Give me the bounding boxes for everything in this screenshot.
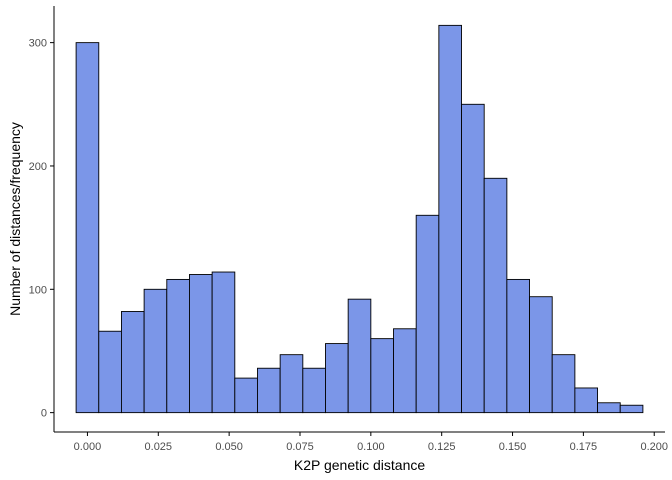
x-tick-label: 0.000 <box>74 441 102 453</box>
histogram-bar-22 <box>574 387 599 414</box>
histogram-bar-0 <box>75 42 100 414</box>
y-axis-ticks: 0 100 200 300 <box>29 38 54 420</box>
histogram-bar-20 <box>529 296 553 414</box>
y-tick-label: 100 <box>29 284 47 296</box>
histogram-bar-13 <box>370 338 394 414</box>
histogram-bar-6 <box>211 271 236 414</box>
x-tick-label: 0.125 <box>428 441 456 453</box>
histogram-bar-9 <box>279 354 304 414</box>
histogram-bar-16 <box>438 24 462 414</box>
histogram-bar-11 <box>325 343 349 414</box>
x-tick-label: 0.075 <box>286 441 314 453</box>
histogram-bar-3 <box>143 288 168 414</box>
histogram-bar-14 <box>393 328 417 414</box>
histogram-bar-23 <box>597 402 621 414</box>
histogram-bar-17 <box>461 103 485 414</box>
histogram-bar-2 <box>120 311 145 414</box>
histogram-bar-18 <box>483 177 508 414</box>
y-tick-label: 200 <box>29 161 47 173</box>
x-axis-title: K2P genetic distance <box>294 457 425 473</box>
histogram-bar-21 <box>551 354 576 414</box>
x-tick-label: 0.175 <box>570 441 598 453</box>
x-axis-ticks: 0.000 0.025 0.050 0.075 0.100 0.125 0.150 0.175… <box>74 432 668 453</box>
histogram-bar-19 <box>506 278 530 414</box>
x-tick-label: 0.050 <box>215 441 243 453</box>
histogram-bar-4 <box>166 278 190 414</box>
y-tick-label: 300 <box>29 38 47 50</box>
bars-group <box>75 24 644 414</box>
histogram-bar-15 <box>415 214 440 414</box>
histogram-bar-8 <box>257 367 281 414</box>
histogram-bar-10 <box>302 367 326 414</box>
x-tick-label: 0.150 <box>499 441 527 453</box>
x-tick-label: 0.025 <box>145 441 173 453</box>
y-axis-title: Number of distances/frequency <box>7 122 23 316</box>
histogram-bar-1 <box>98 330 122 414</box>
y-tick-label: 0 <box>41 408 47 420</box>
histogram-bar-7 <box>234 377 258 414</box>
x-tick-label: 0.200 <box>640 441 668 453</box>
histogram-bar-5 <box>189 274 213 414</box>
histogram-bar-24 <box>619 404 644 414</box>
histogram-bar-12 <box>347 298 372 414</box>
x-tick-label: 0.100 <box>357 441 385 453</box>
